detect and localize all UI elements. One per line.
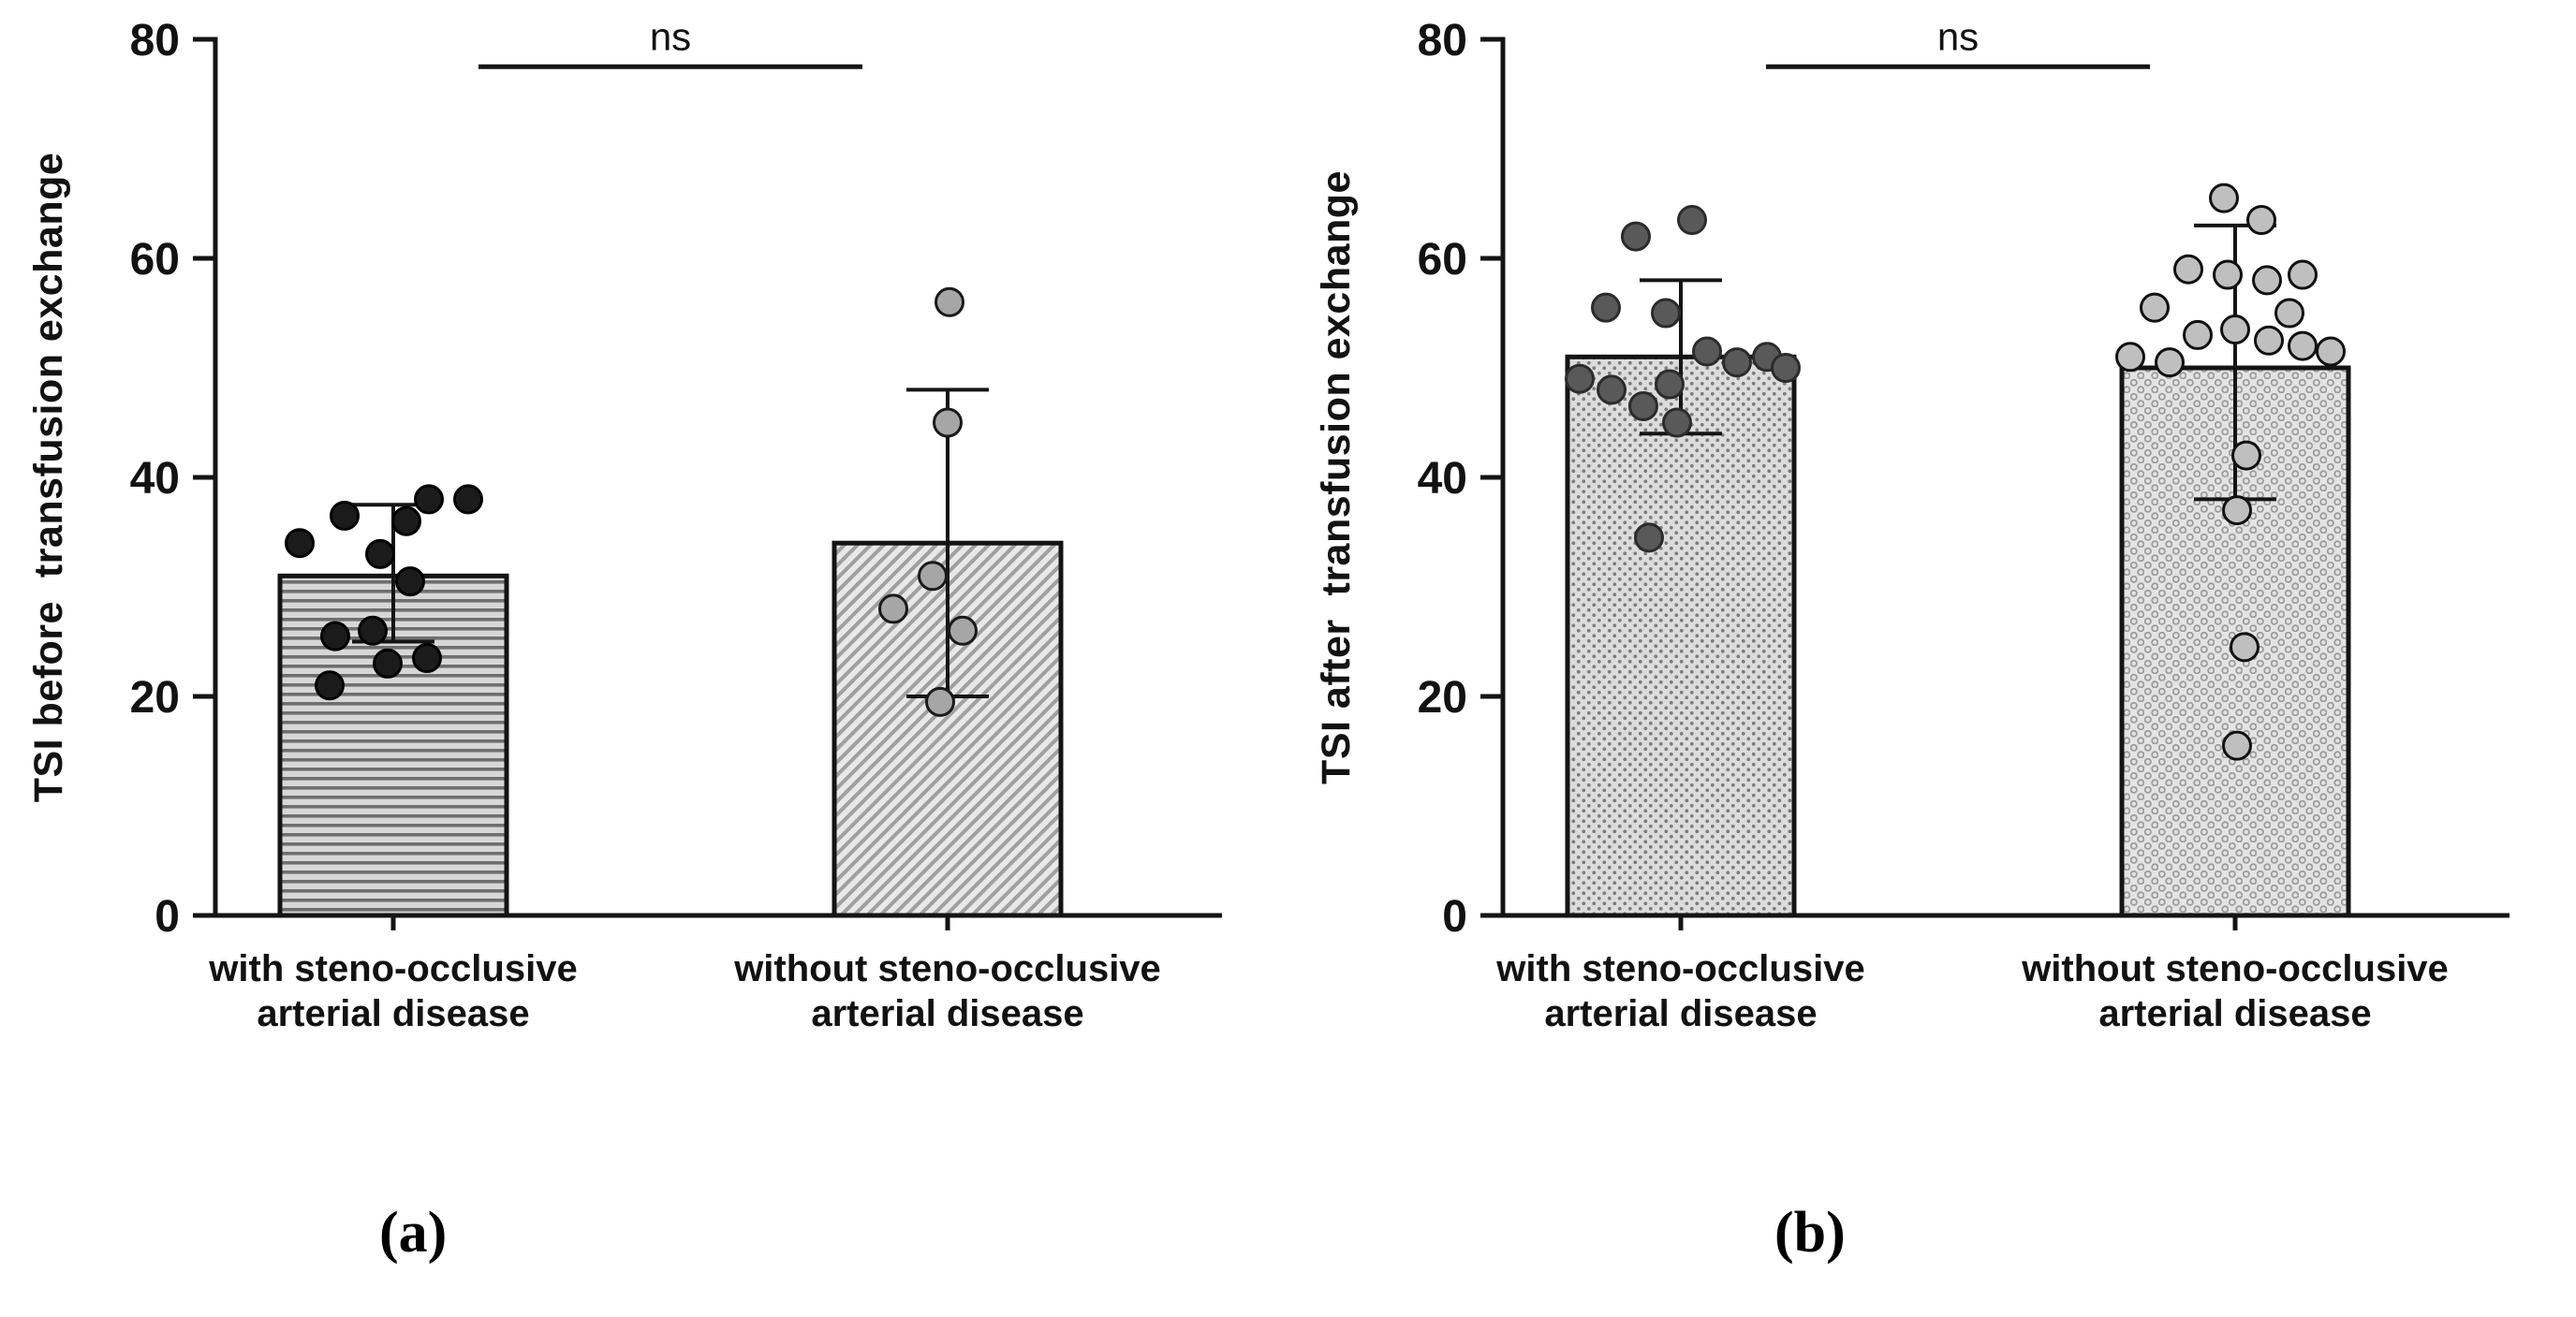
data-point [2254, 325, 2284, 356]
data-point [2252, 265, 2282, 296]
y-tick-label: 80 [130, 16, 180, 66]
category-label: without steno-occlusive [733, 948, 1161, 989]
chart-tsi-before-transfusion: ns with steno-occlusive arterial disease wi… [0, 0, 1288, 1123]
panel-b: ns with steno-occlusive arterial disease wi… [1288, 0, 2575, 1317]
data-point [2155, 347, 2185, 378]
y-tick-label: 0 [155, 892, 180, 942]
data-point [2230, 632, 2260, 663]
data-point [1628, 390, 1658, 421]
data-point [1621, 221, 1651, 252]
data-point [1651, 298, 1681, 329]
y-tick-label: 60 [1418, 235, 1467, 285]
data-point [2173, 254, 2203, 285]
category-label: arterial disease [1544, 993, 1817, 1034]
y-tick-label: 60 [130, 235, 180, 285]
data-point [330, 500, 360, 531]
data-point [925, 686, 955, 717]
data-point [2222, 730, 2252, 761]
data-point [1655, 369, 1685, 400]
category-label: arterial disease [257, 993, 529, 1034]
data-point [2246, 205, 2276, 236]
panel-b-label: (b) [1774, 1201, 1846, 1265]
data-point [1634, 522, 1664, 553]
data-point [1565, 363, 1595, 394]
data-point [315, 670, 345, 701]
category-label: arterial disease [811, 993, 1083, 1034]
data-point [2115, 342, 2145, 373]
data-point [395, 566, 425, 597]
data-point [2288, 259, 2318, 290]
data-point [2213, 259, 2243, 290]
y-axis-label: TSI before transfusion exchange [26, 153, 71, 803]
data-point [1591, 292, 1621, 323]
panel-a-label: (a) [379, 1201, 448, 1265]
data-point [1597, 374, 1627, 405]
data-point [2220, 315, 2250, 345]
data-point [391, 505, 421, 536]
significance-label: ns [650, 14, 691, 58]
data-point [365, 538, 395, 569]
category-label: with steno-occlusive [1495, 948, 1864, 989]
category-label: arterial disease [2098, 993, 2371, 1034]
data-point [2222, 495, 2252, 526]
y-tick-label: 40 [1418, 454, 1467, 504]
data-point [412, 643, 442, 674]
data-point [935, 286, 964, 317]
data-point [358, 615, 388, 646]
data-point [933, 407, 963, 438]
data-point [1692, 336, 1722, 367]
data-point [453, 484, 483, 515]
data-point [2231, 440, 2261, 471]
data-point [2209, 183, 2239, 213]
data-point [1662, 407, 1692, 438]
y-tick-label: 40 [130, 454, 180, 504]
y-tick-label: 0 [1442, 892, 1467, 942]
data-point [373, 648, 403, 679]
data-point [2183, 319, 2213, 350]
data-point [2316, 336, 2346, 367]
data-point [1722, 347, 1752, 378]
data-point [414, 484, 444, 515]
data-point [2274, 298, 2304, 329]
data-point [285, 528, 315, 559]
data-point [1771, 353, 1801, 383]
data-point [878, 593, 908, 624]
y-tick-label: 20 [130, 673, 180, 723]
data-point [948, 615, 978, 646]
data-point [2288, 330, 2318, 361]
panel-a: ns with steno-occlusive arterial disease wi… [0, 0, 1288, 1265]
bar-with-steno-occlusive [1565, 354, 1797, 918]
data-point [2140, 292, 2170, 323]
data-point [1677, 205, 1707, 236]
significance-label: ns [1937, 14, 1979, 58]
chart-tsi-after-transfusion: ns with steno-occlusive arterial disease wi… [1288, 0, 2575, 1123]
y-tick-label: 80 [1418, 16, 1467, 66]
category-label: without steno-occlusive [2021, 948, 2449, 989]
y-tick-label: 20 [1418, 673, 1467, 723]
data-point [320, 621, 350, 651]
data-point [918, 561, 948, 592]
category-label: with steno-occlusive [208, 948, 577, 989]
y-axis-label: TSI after transfusion exchange [1314, 170, 1359, 784]
